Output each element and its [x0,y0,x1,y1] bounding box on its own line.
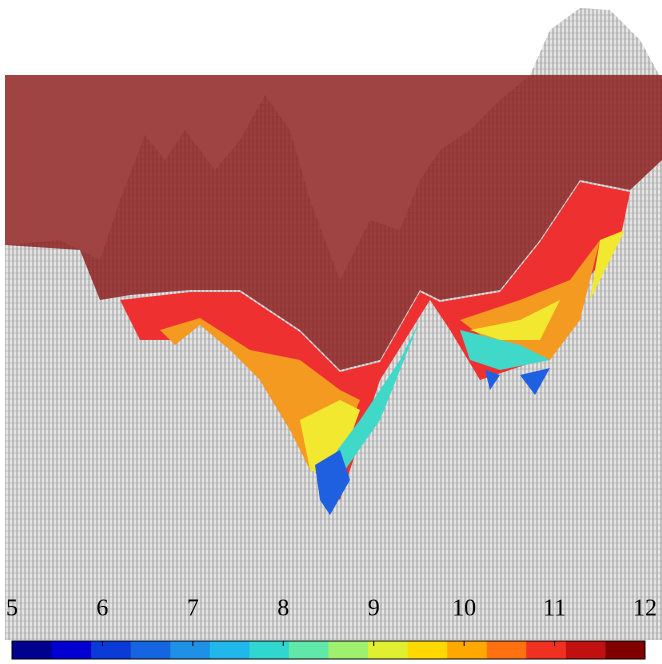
colorbar-segment [486,641,527,659]
colorbar-segment [12,641,53,659]
colorbar-tick-label: 8 [277,596,289,622]
colorbar-segment [51,641,92,659]
colorbar-tick-label: 6 [96,596,108,622]
colorbar-segment [209,641,250,659]
colorbar-tick-label: 11 [543,596,566,622]
colorbar-segment [328,641,369,659]
colorbar-tick-label: 9 [368,596,380,622]
colorbar-segment [249,641,290,659]
colorbar: 5 6 7 8 9 10 11 12 [6,596,657,660]
colorbar-tick-label: 7 [187,596,199,622]
water-plane [5,75,662,370]
colorbar-segment [526,641,567,659]
colorbar-segment [565,641,606,659]
colorbar-segment [91,641,132,659]
colorbar-segment [605,641,646,659]
colorbar-segment [170,641,211,659]
colorbar-segment [407,641,448,659]
colorbar-tick-label: 10 [452,596,476,622]
colorbar-segment [368,641,409,659]
colorbar-segment [288,641,329,659]
flood-region [120,182,630,515]
colorbar-segment [130,641,171,659]
colorbar-frame [11,640,646,660]
colorbar-tick-label: 12 [633,596,657,622]
colorbar-segment [447,641,488,659]
colorbar-tick-label: 5 [6,596,18,622]
